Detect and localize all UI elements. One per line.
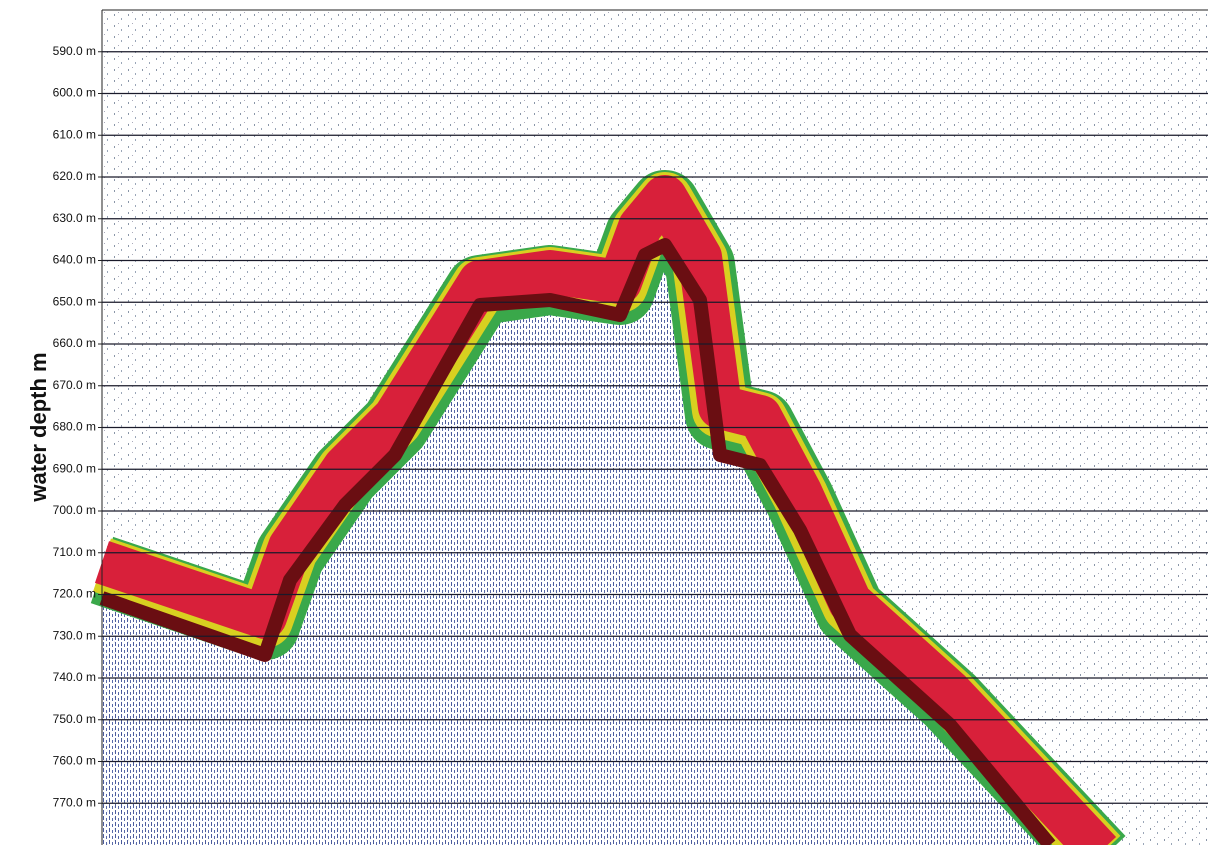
y-tick-label: 600.0 m [53,86,96,100]
y-tick-label: 590.0 m [53,44,96,58]
bottom-echo-red [94,175,1117,845]
y-tick-label: 760.0 m [53,754,96,768]
y-tick-label: 670.0 m [53,378,96,392]
scatter-echo [102,180,1100,845]
y-tick-label: 660.0 m [53,336,96,350]
y-tick-label: 680.0 m [53,420,96,434]
y-tick-label: 750.0 m [53,712,96,726]
y-tick-label: 690.0 m [53,461,96,475]
y-tick-label: 770.0 m [53,795,96,809]
y-axis-label: water depth m [26,352,51,502]
y-tick-label: 700.0 m [53,503,96,517]
bottom-line [99,238,1056,845]
y-tick-label: 720.0 m [53,587,96,601]
y-tick-label: 630.0 m [53,211,96,225]
y-tick-label: 740.0 m [53,670,96,684]
y-tick-label: 640.0 m [53,253,96,267]
y-tick-label: 620.0 m [53,169,96,183]
y-tick-label: 610.0 m [53,127,96,141]
y-tick-label: 730.0 m [53,628,96,642]
y-tick-label: 650.0 m [53,294,96,308]
y-tick-label: 710.0 m [53,545,96,559]
